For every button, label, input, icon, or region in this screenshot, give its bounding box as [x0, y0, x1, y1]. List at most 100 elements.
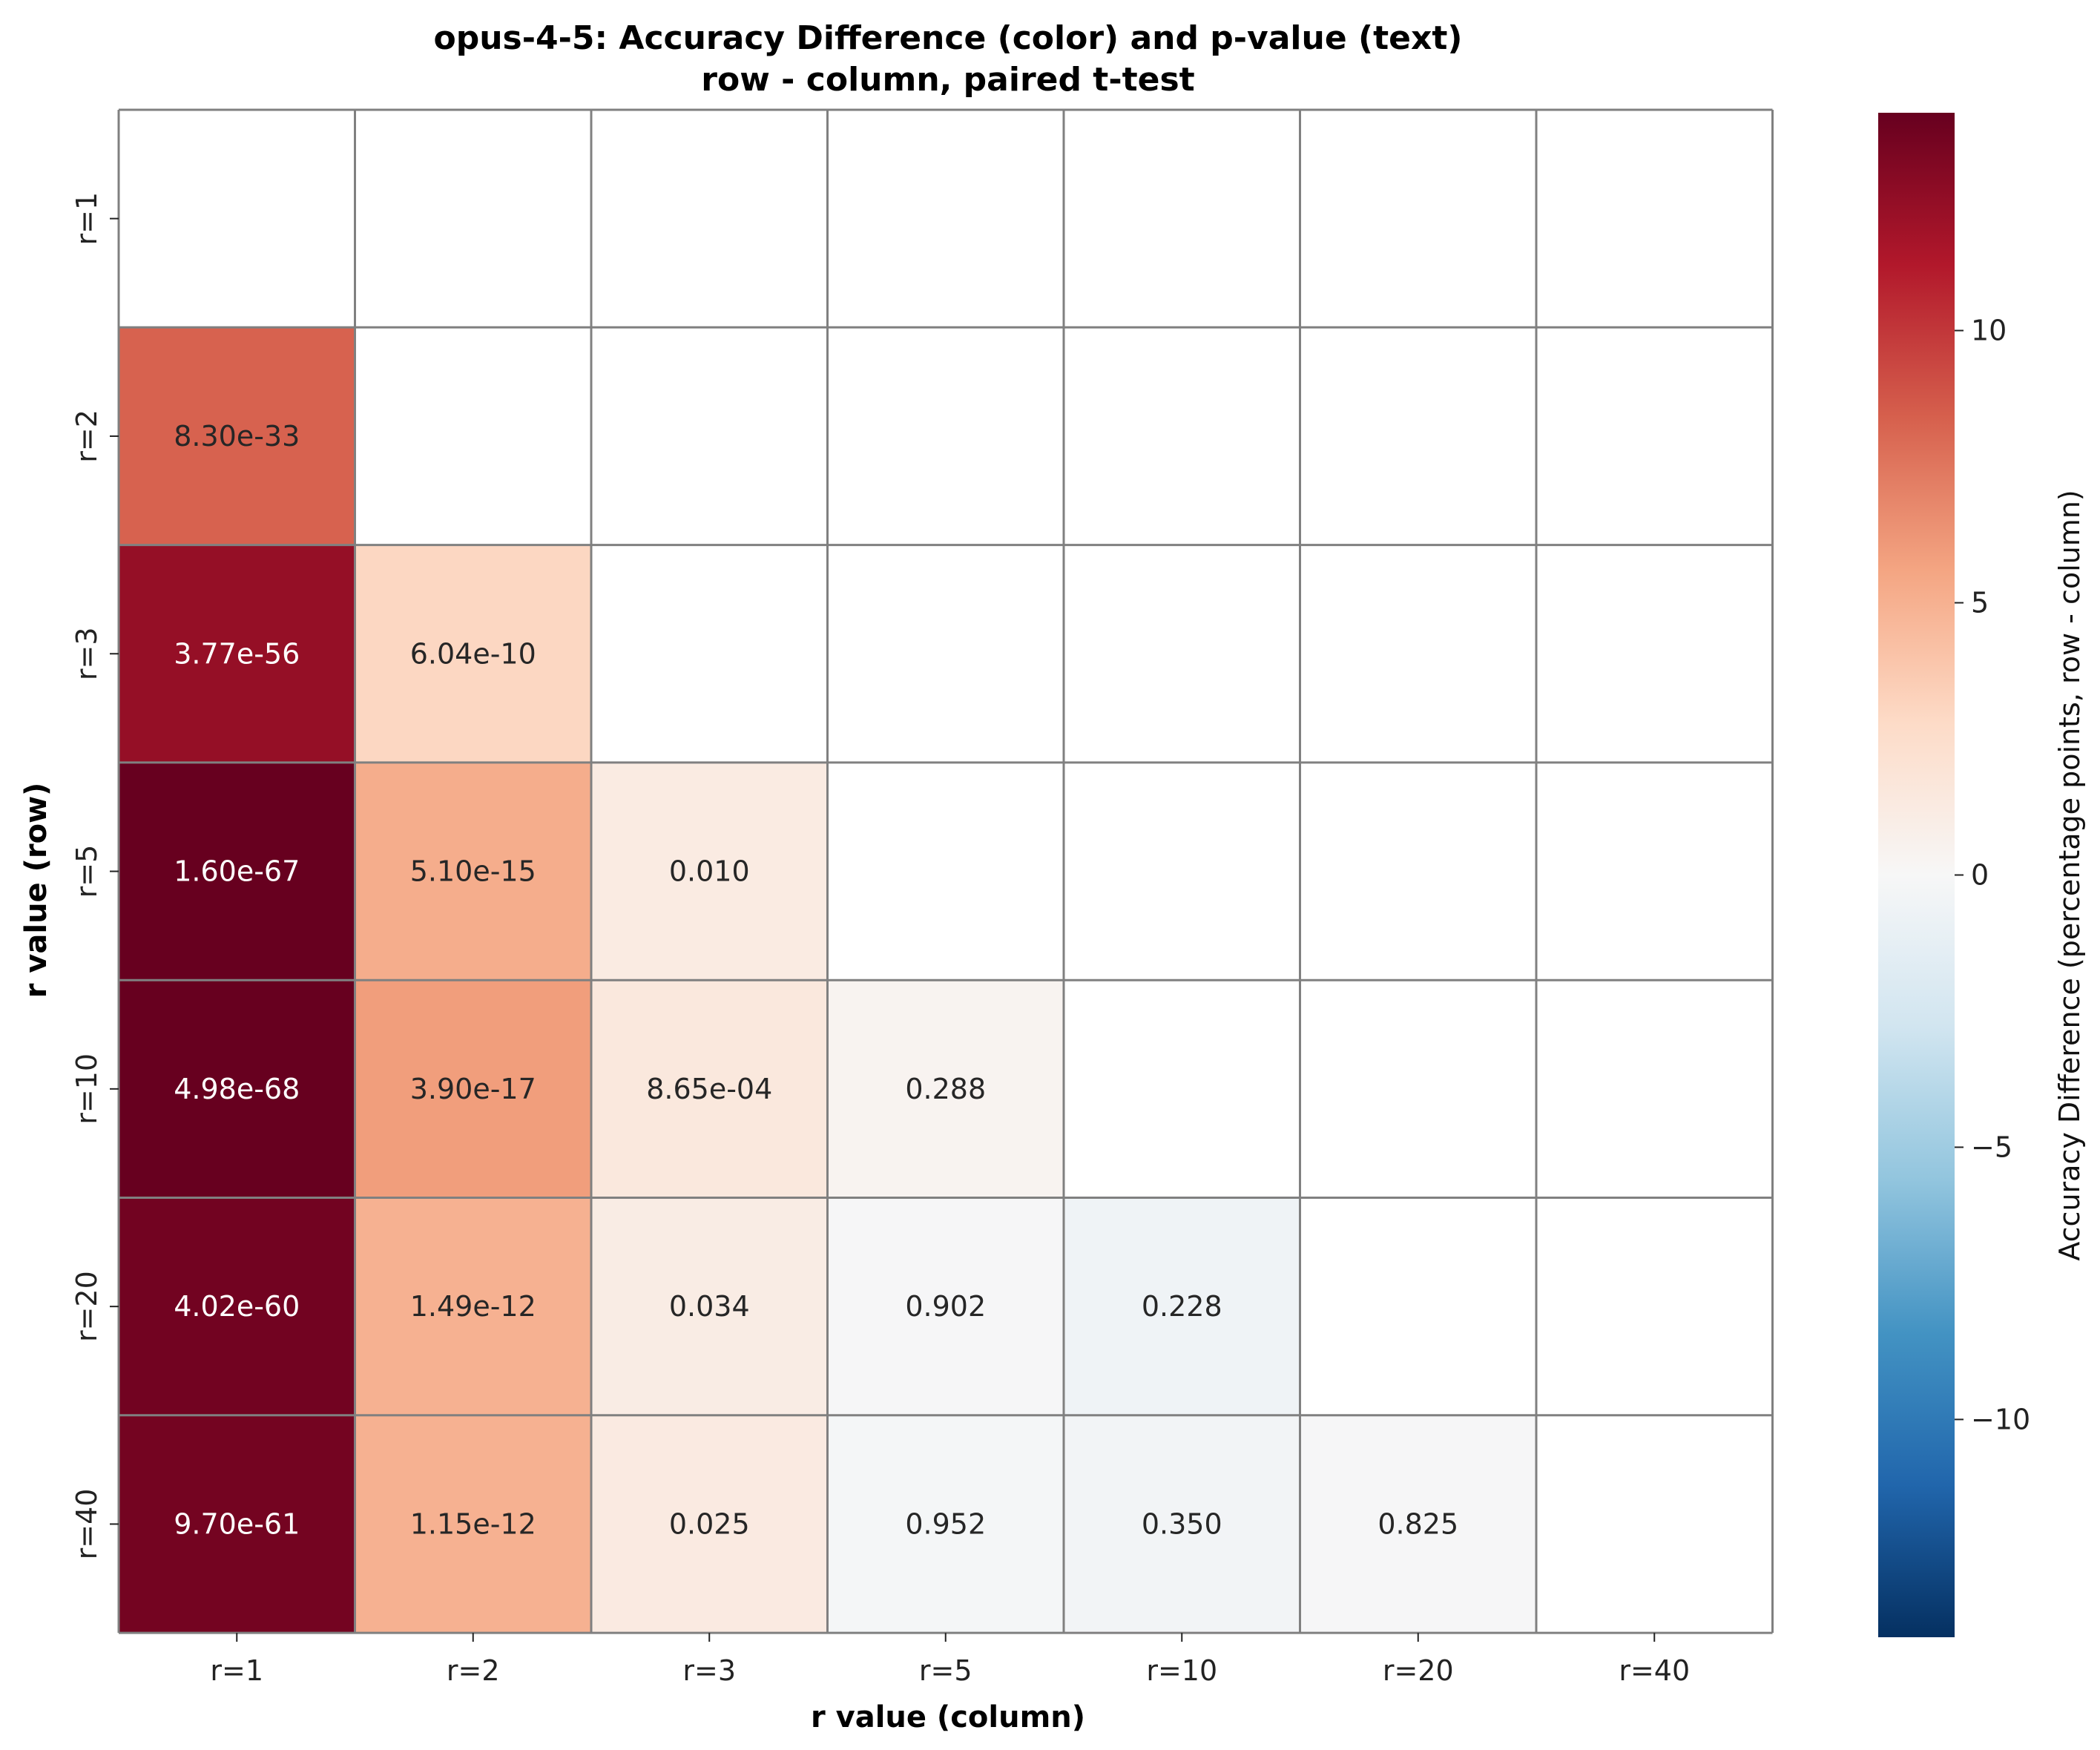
heatmap-cell-empty	[1064, 110, 1300, 328]
chart-subtitle: row - column, paired t-test	[701, 61, 1194, 99]
cell-p-value: 0.025	[669, 1507, 750, 1540]
colorbar-label: Accuracy Difference (percentage points, …	[2053, 490, 2086, 1260]
cell-p-value: 1.60e-67	[174, 855, 300, 888]
y-tick-label: r=10	[70, 1053, 103, 1125]
y-tick-label: r=40	[70, 1489, 103, 1560]
colorbar-tick-label: 10	[1971, 315, 2007, 347]
colorbar-tick-label: −5	[1971, 1131, 2012, 1163]
heatmap-cell	[827, 1197, 1064, 1415]
heatmap-cell	[355, 1197, 591, 1415]
y-tick-label: r=1	[70, 192, 103, 246]
cell-p-value: 0.350	[1142, 1507, 1222, 1540]
heatmap-cell	[591, 1197, 828, 1415]
cell-p-value: 3.90e-17	[410, 1073, 536, 1105]
heatmap-cell-empty	[827, 327, 1064, 545]
y-tick-label: r=20	[70, 1271, 103, 1342]
heatmap-grid	[117, 108, 1774, 1634]
heatmap-cell-empty	[355, 327, 591, 545]
heatmap-cell	[119, 545, 355, 763]
colorbar-tick-label: 0	[1971, 859, 1989, 892]
heatmap-cell-empty	[355, 110, 591, 328]
heatmap-cell-empty	[1064, 980, 1300, 1198]
heatmap-cell	[355, 545, 591, 763]
cell-p-value: 6.04e-10	[410, 637, 536, 670]
x-tick-label: r=2	[447, 1654, 500, 1687]
heatmap-cells: 8.30e-33 3.77e-56 6.04e-10 1.60e-67 5.10e-15…	[119, 110, 1773, 1634]
heatmap-cell	[591, 980, 828, 1198]
y-tick-label: r=2	[70, 409, 103, 463]
cell-p-value: 0.952	[905, 1507, 986, 1540]
heatmap-cell-empty	[1064, 545, 1300, 763]
heatmap-cell-empty	[591, 327, 828, 545]
heatmap-cell-empty	[1536, 762, 1773, 981]
heatmap-cell	[827, 980, 1064, 1198]
x-tick-label: r=20	[1383, 1654, 1454, 1687]
heatmap-cell	[119, 980, 355, 1198]
heatmap-cell-empty	[1300, 545, 1536, 763]
heatmap-cell-empty	[1536, 545, 1773, 763]
cell-p-value: 0.034	[669, 1290, 750, 1323]
heatmap-cell-empty	[119, 110, 355, 328]
heatmap-cell	[119, 1415, 355, 1634]
heatmap-cell	[591, 762, 828, 981]
x-tick-label: r=5	[919, 1654, 972, 1687]
cell-p-value: 4.98e-68	[174, 1073, 300, 1105]
heatmap-cell-empty	[1536, 110, 1773, 328]
heatmap-cell-empty	[827, 762, 1064, 981]
colorbar-ticks: −10 −5 0 5 10	[1955, 315, 2030, 1435]
heatmap-cell	[355, 980, 591, 1198]
x-tick-label: r=10	[1146, 1654, 1217, 1687]
heatmap-cell	[1064, 1415, 1300, 1634]
heatmap-cell-empty	[1536, 1415, 1773, 1634]
y-tick-label: r=5	[70, 845, 103, 898]
heatmap-cell-empty	[1300, 1197, 1536, 1415]
heatmap-cell-empty	[591, 110, 828, 328]
cell-p-value: 8.30e-33	[174, 420, 300, 453]
heatmap-cell-empty	[591, 545, 828, 763]
colorbar	[1878, 113, 1955, 1637]
heatmap-cell-empty	[1300, 327, 1536, 545]
heatmap-cell	[827, 1415, 1064, 1634]
heatmap-cell	[119, 1197, 355, 1415]
chart-title: opus-4-5: Accuracy Difference (color) an…	[433, 19, 1462, 57]
heatmap-cell	[355, 762, 591, 981]
x-axis-ticks: r=1 r=2 r=3 r=5 r=10 r=20 r=40	[210, 1633, 1690, 1687]
cell-p-value: 0.228	[1142, 1290, 1222, 1323]
y-axis-ticks: r=1 r=2 r=3 r=5 r=10 r=20 r=40	[70, 192, 119, 1560]
heatmap-cell-empty	[1064, 762, 1300, 981]
heatmap-cell	[1300, 1415, 1536, 1634]
cell-p-value: 3.77e-56	[174, 637, 300, 670]
cell-p-value: 5.10e-15	[410, 855, 536, 888]
cell-p-value: 1.49e-12	[410, 1290, 536, 1323]
heatmap-cell-empty	[1536, 980, 1773, 1198]
heatmap-cell	[1064, 1197, 1300, 1415]
heatmap-cell-empty	[1536, 327, 1773, 545]
heatmap-cell-empty	[827, 545, 1064, 763]
cell-p-value: 4.02e-60	[174, 1290, 300, 1323]
heatmap-cell-empty	[1300, 110, 1536, 328]
heatmap-cell-empty	[1064, 327, 1300, 545]
cell-p-value: 0.288	[905, 1073, 986, 1105]
heatmap-cell-empty	[1300, 762, 1536, 981]
colorbar-tick-label: 5	[1971, 587, 1989, 619]
x-tick-label: r=40	[1619, 1654, 1690, 1687]
cell-p-value: 0.010	[669, 855, 750, 888]
cell-p-value: 9.70e-61	[174, 1507, 300, 1540]
x-tick-label: r=1	[210, 1654, 263, 1687]
cell-p-value: 0.902	[905, 1290, 986, 1323]
x-axis-label: r value (column)	[811, 1700, 1085, 1734]
colorbar-tick-label: −10	[1971, 1403, 2030, 1435]
cell-p-value: 8.65e-04	[646, 1073, 772, 1105]
heatmap-cell-empty	[827, 110, 1064, 328]
heatmap-cell	[591, 1415, 828, 1634]
y-axis-label: r value (row)	[19, 783, 53, 999]
heatmap-cell-empty	[1300, 980, 1536, 1198]
y-tick-label: r=3	[70, 627, 103, 680]
heatmap-cell	[355, 1415, 591, 1634]
heatmap-cell	[119, 762, 355, 981]
x-tick-label: r=3	[682, 1654, 736, 1687]
heatmap-cell	[119, 327, 355, 545]
cell-p-value: 0.825	[1377, 1507, 1458, 1540]
heatmap-cell-empty	[1536, 1197, 1773, 1415]
